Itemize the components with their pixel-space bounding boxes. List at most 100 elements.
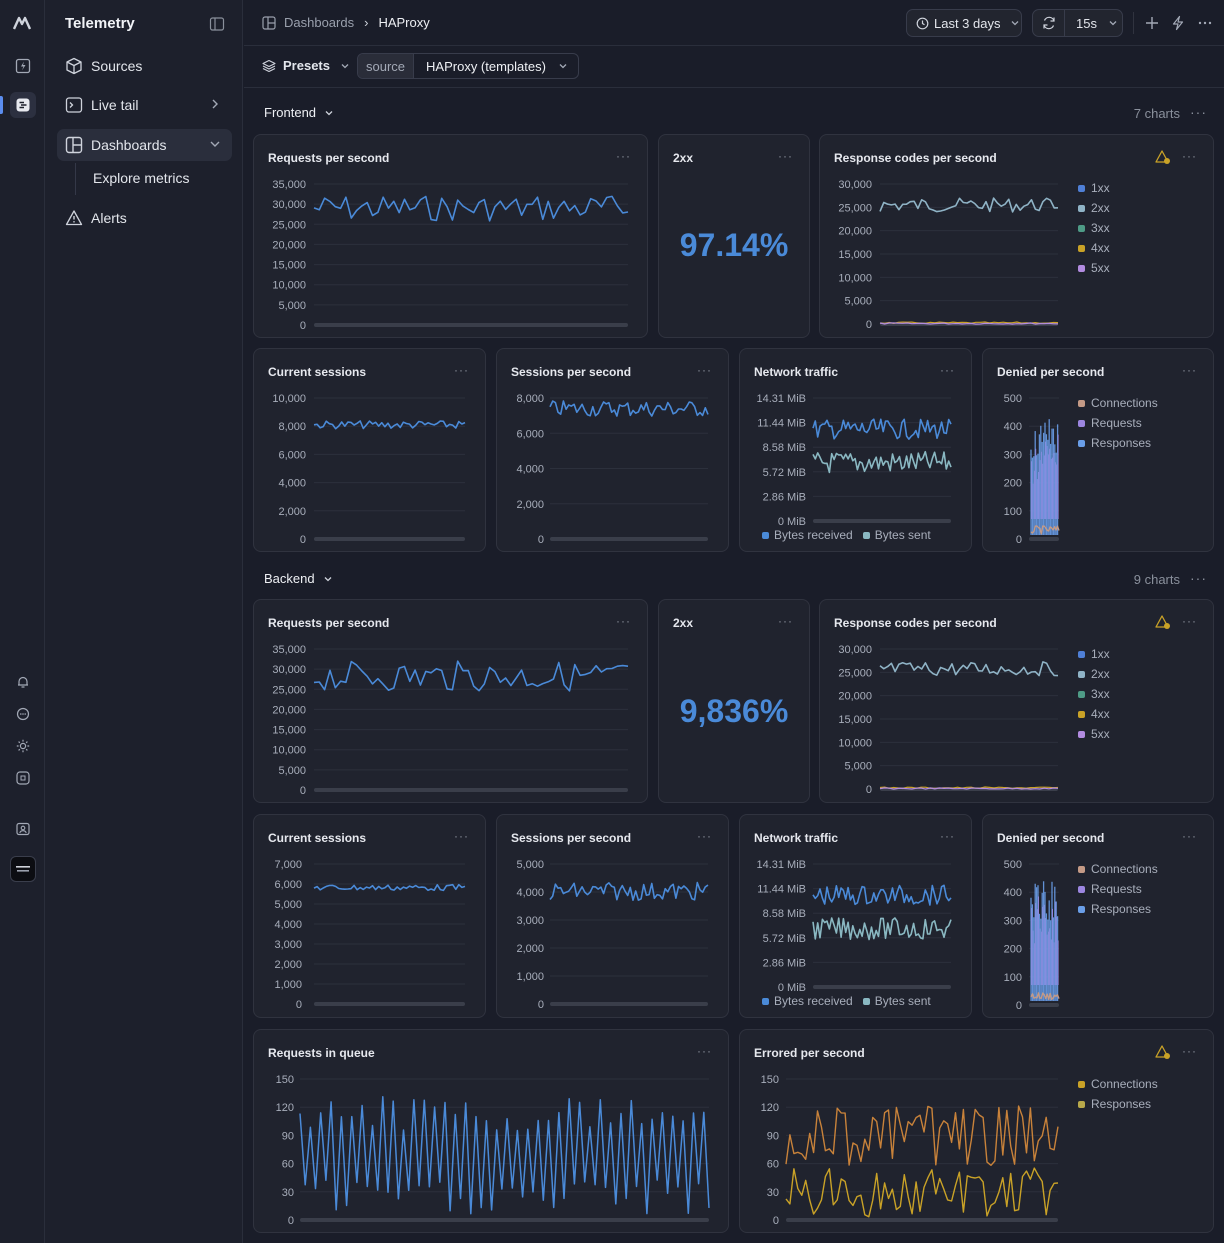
- sidebar-item-live-tail[interactable]: Live tail: [57, 89, 232, 121]
- legend-item[interactable]: 2xx: [1078, 664, 1110, 684]
- legend-item[interactable]: Connections: [1078, 1074, 1158, 1094]
- chart-more-icon[interactable]: ···: [1182, 363, 1197, 377]
- chart-more-icon[interactable]: ···: [1182, 149, 1197, 163]
- refresh-control[interactable]: 15s: [1032, 9, 1123, 37]
- y-tick-label: 2,000: [274, 959, 302, 971]
- sidebar-item-dashboards[interactable]: Dashboards: [57, 129, 232, 161]
- y-tick-label: 100: [1004, 506, 1022, 518]
- chart-legend: Connections Responses: [1078, 1074, 1158, 1114]
- chart-more-icon[interactable]: ···: [1182, 614, 1197, 628]
- legend-item[interactable]: Bytes sent: [862, 528, 931, 542]
- y-tick-label: 8.58 MiB: [763, 442, 806, 454]
- section-frontend-toggle[interactable]: Frontend: [264, 105, 334, 120]
- legend-item[interactable]: Requests: [1078, 413, 1158, 433]
- chart-card-be-codes: Response codes per second ··· 30,000 25,0…: [819, 599, 1214, 803]
- chart-more-icon[interactable]: ···: [1182, 1044, 1197, 1058]
- chart-title: 2xx: [673, 616, 694, 630]
- y-tick-label: 14.31 MiB: [756, 859, 806, 871]
- legend-item[interactable]: 1xx: [1078, 178, 1110, 198]
- legend-item[interactable]: 4xx: [1078, 704, 1110, 724]
- chart-card-fe-network: Network traffic ··· 14.31 MiB 11.44 MiB 8.…: [739, 348, 972, 552]
- flash-panel-icon[interactable]: [10, 53, 36, 79]
- x-axis-track: [300, 1218, 709, 1222]
- chart-more-icon[interactable]: ···: [616, 614, 631, 628]
- sidebar-item-alerts[interactable]: Alerts: [57, 202, 232, 234]
- section-more-icon[interactable]: ···: [1190, 104, 1207, 120]
- legend-item[interactable]: 3xx: [1078, 684, 1110, 704]
- chart-title: Errored per second: [754, 1046, 865, 1060]
- bell-icon[interactable]: [10, 669, 36, 695]
- plus-icon[interactable]: [1144, 15, 1160, 31]
- legend-item[interactable]: Connections: [1078, 393, 1158, 413]
- legend-item[interactable]: 5xx: [1078, 258, 1110, 278]
- legend-item[interactable]: 1xx: [1078, 644, 1110, 664]
- section-more-icon[interactable]: ···: [1190, 570, 1207, 586]
- source-filter[interactable]: source HAProxy (templates): [357, 53, 579, 79]
- chart-more-icon[interactable]: ···: [697, 829, 712, 843]
- lightning-icon[interactable]: [1170, 15, 1186, 31]
- legend-item[interactable]: Bytes sent: [862, 994, 931, 1008]
- series-5xx-line: [879, 787, 1059, 790]
- chart-legend: Connections Requests Responses: [1078, 859, 1158, 919]
- section-backend-toggle[interactable]: Backend: [264, 571, 333, 586]
- chart-more-icon[interactable]: ···: [940, 829, 955, 843]
- legend-label: Requests: [1091, 416, 1142, 430]
- sidebar-collapse-icon[interactable]: [209, 16, 225, 32]
- chart-legend: Bytes received Bytes sent: [762, 994, 941, 1008]
- command-icon[interactable]: [10, 765, 36, 791]
- y-tick-label: 2,000: [278, 506, 306, 518]
- legend-item[interactable]: 3xx: [1078, 218, 1110, 238]
- chart-more-icon[interactable]: ···: [454, 829, 469, 843]
- warning-icon[interactable]: [1155, 1044, 1171, 1060]
- legend-item[interactable]: Bytes received: [762, 528, 853, 542]
- legend-item[interactable]: Bytes received: [762, 994, 853, 1008]
- legend-item[interactable]: Responses: [1078, 433, 1158, 453]
- series-queue-line: [299, 1095, 710, 1215]
- y-tick-label: 300: [1004, 449, 1022, 461]
- y-tick-label: 5,000: [516, 859, 544, 871]
- y-tick-label: 90: [767, 1130, 779, 1142]
- telemetry-icon[interactable]: [10, 92, 36, 118]
- sun-icon[interactable]: [10, 733, 36, 759]
- chat-icon[interactable]: [10, 701, 36, 727]
- chart-legend: Bytes received Bytes sent: [762, 528, 941, 542]
- source-filter-value[interactable]: HAProxy (templates): [414, 59, 578, 74]
- chart-more-icon[interactable]: ···: [697, 1044, 712, 1058]
- y-tick-label: 0: [773, 1215, 779, 1227]
- chart-more-icon[interactable]: ···: [454, 363, 469, 377]
- user-badge-icon[interactable]: [10, 816, 36, 842]
- chart-more-icon[interactable]: ···: [778, 149, 793, 163]
- legend-item[interactable]: Responses: [1078, 1094, 1158, 1114]
- legend-item[interactable]: Connections: [1078, 859, 1158, 879]
- logo-icon[interactable]: [10, 10, 36, 36]
- y-tick-label: 14.31 MiB: [756, 393, 806, 405]
- series-bytes-received-line: [812, 418, 952, 440]
- warning-icon[interactable]: [1155, 149, 1171, 165]
- more-icon[interactable]: [1197, 15, 1213, 31]
- warning-icon[interactable]: [1155, 614, 1171, 630]
- refresh-button[interactable]: [1033, 10, 1065, 36]
- chart-more-icon[interactable]: ···: [940, 363, 955, 377]
- chevron-down-icon: [1109, 21, 1117, 26]
- legend-item[interactable]: Requests: [1078, 879, 1158, 899]
- chevron-down-icon: [559, 64, 567, 69]
- presets-button[interactable]: Presets: [262, 58, 350, 73]
- avatar[interactable]: [10, 856, 36, 882]
- breadcrumb-root[interactable]: Dashboards: [284, 15, 355, 30]
- y-tick-label: 0: [538, 534, 544, 546]
- chart-more-icon[interactable]: ···: [697, 363, 712, 377]
- y-tick-label: 20,000: [272, 704, 306, 716]
- chart-title: Response codes per second: [834, 616, 997, 630]
- sidebar-subitem-explore-metrics[interactable]: Explore metrics: [93, 170, 190, 186]
- legend-item[interactable]: Responses: [1078, 899, 1158, 919]
- sidebar-item-sources[interactable]: Sources: [57, 50, 232, 82]
- y-tick-label: 1,000: [516, 971, 544, 983]
- section-title: Backend: [264, 571, 315, 586]
- legend-item[interactable]: 2xx: [1078, 198, 1110, 218]
- chart-more-icon[interactable]: ···: [778, 614, 793, 628]
- legend-item[interactable]: 4xx: [1078, 238, 1110, 258]
- chart-more-icon[interactable]: ···: [616, 149, 631, 163]
- chart-more-icon[interactable]: ···: [1182, 829, 1197, 843]
- time-range-select[interactable]: Last 3 days: [906, 9, 1022, 37]
- legend-item[interactable]: 5xx: [1078, 724, 1110, 744]
